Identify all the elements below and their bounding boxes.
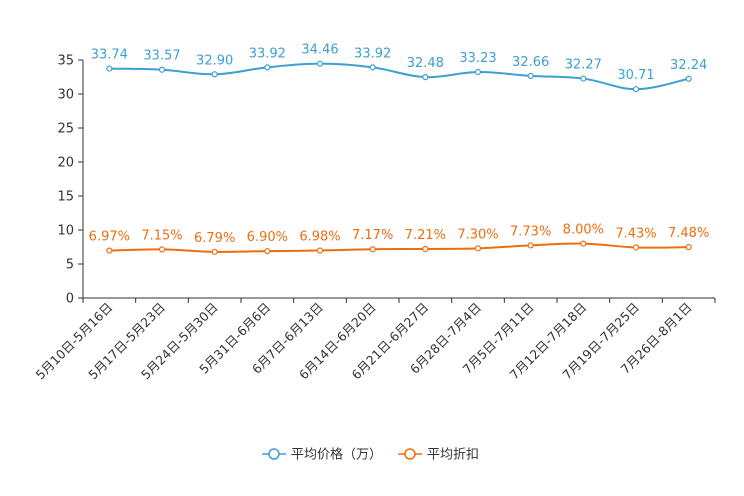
y-tick-label: 0 <box>66 292 74 307</box>
data-label: 30.71 <box>617 68 654 83</box>
legend-label: 平均价格（万） <box>291 447 382 463</box>
series-avg-price: 33.74 33.57 32.90 33.92 34.46 33.92 32.48 33.23… <box>91 43 707 93</box>
data-label: 33.74 <box>91 48 128 63</box>
data-point <box>264 247 271 255</box>
data-label: 6.98% <box>299 230 340 245</box>
data-label: 33.92 <box>354 46 391 61</box>
data-label: 34.46 <box>301 43 338 58</box>
data-point <box>527 72 534 80</box>
data-label: 33.57 <box>143 49 180 64</box>
data-point <box>211 248 218 255</box>
data-label: 8.00% <box>563 223 604 238</box>
y-tick-label: 10 <box>57 224 74 239</box>
data-point <box>422 74 429 81</box>
x-axis: 5月10日-5月16日5月17日-5月23日5月24日-5月30日5月31日-6… <box>33 297 716 382</box>
data-label: 7.43% <box>615 226 656 241</box>
y-tick-label: 5 <box>66 258 74 273</box>
y-tick-label: 35 <box>57 54 74 69</box>
data-point <box>685 244 692 251</box>
data-point <box>632 244 640 251</box>
data-label: 6.79% <box>194 231 235 246</box>
data-label: 7.15% <box>141 228 182 243</box>
data-point <box>316 247 324 254</box>
series-line <box>109 62 689 91</box>
data-point <box>369 246 376 253</box>
data-point <box>474 68 482 76</box>
data-point <box>580 240 587 247</box>
data-label: 32.66 <box>512 55 549 70</box>
y-tick-label: 25 <box>57 122 74 137</box>
data-point <box>106 65 113 72</box>
data-label: 32.24 <box>670 58 707 73</box>
data-label: 33.92 <box>249 46 286 61</box>
data-label: 32.90 <box>196 53 233 68</box>
data-point <box>369 64 376 71</box>
data-point <box>106 247 113 254</box>
data-label: 7.73% <box>510 224 551 239</box>
legend-marker-icon <box>268 448 280 460</box>
data-point <box>316 60 324 67</box>
data-label: 7.21% <box>405 228 446 243</box>
legend-marker-icon <box>404 448 416 460</box>
legend-item-avg-discount: 平均折扣 <box>398 448 479 463</box>
data-label: 7.48% <box>668 226 709 241</box>
data-point <box>211 71 218 78</box>
data-label: 32.48 <box>407 56 444 71</box>
series-layer: 33.74 33.57 32.90 33.92 34.46 33.92 32.48 33.23… <box>89 43 709 255</box>
data-label: 7.17% <box>352 228 393 243</box>
data-point <box>158 246 166 253</box>
data-label: 6.90% <box>247 230 288 245</box>
data-point <box>264 64 271 71</box>
series-avg-discount: 6.97% 7.15% 6.79% 6.90% 6.98% 7.17% 7.21% 7.30%… <box>89 223 709 255</box>
data-point <box>158 66 166 73</box>
data-point <box>474 245 482 252</box>
legend: 平均价格（万） 平均折扣 <box>262 447 479 463</box>
data-label: 6.97% <box>89 230 130 245</box>
data-point <box>422 245 429 253</box>
legend-label: 平均折扣 <box>427 448 479 463</box>
data-label: 7.30% <box>457 227 498 242</box>
y-tick-label: 20 <box>57 156 74 171</box>
data-point <box>685 75 692 82</box>
y-axis: 0 5 10 15 20 25 30 35 <box>57 54 84 307</box>
data-point <box>527 242 534 249</box>
data-point <box>632 86 640 93</box>
data-label: 33.23 <box>459 51 496 66</box>
data-point <box>580 75 587 82</box>
y-tick-label: 30 <box>57 88 74 103</box>
y-tick-label: 15 <box>57 190 74 205</box>
series-line <box>109 242 689 253</box>
data-label: 32.27 <box>565 58 602 73</box>
legend-item-avg-price: 平均价格（万） <box>262 447 382 463</box>
